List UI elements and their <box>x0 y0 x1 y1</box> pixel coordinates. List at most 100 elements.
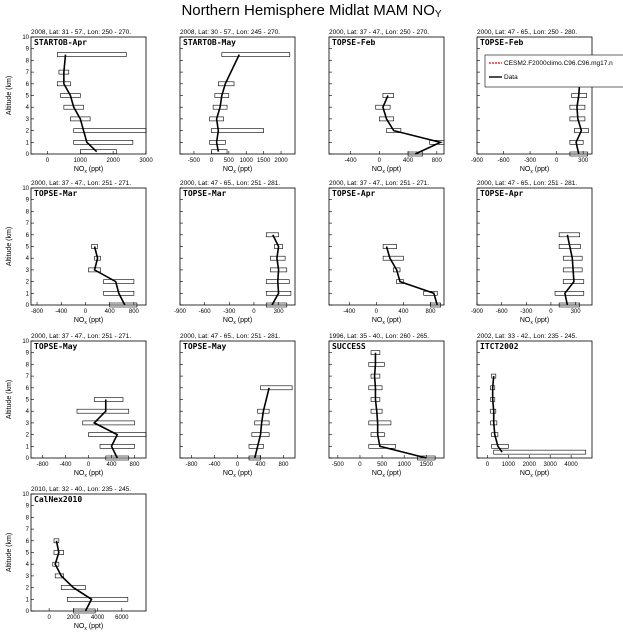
chart-panel: 2000, Lat: 37 - 47., Lon: 250 - 270. TOPS… <box>328 29 445 175</box>
y-tick-label: 4 <box>26 562 30 568</box>
y-tick-label: 10 <box>22 186 29 192</box>
y-tick-label: 1 <box>26 140 30 146</box>
x-tick-label: 0 <box>375 309 379 315</box>
panel-name: TOPSE-Mar <box>183 189 227 198</box>
error-box <box>382 244 397 249</box>
panel-header: 2000, Lat: 37 - 47., Lon: 251 - 271. <box>31 180 131 187</box>
panel-name: SUCCESS <box>332 342 366 351</box>
chart-panel: 2000, Lat: 47 - 65., Lon: 251 - 281. TOPS… <box>179 333 296 479</box>
x-tick-label: 1000 <box>240 158 254 164</box>
panel-header: 2000, Lat: 47 - 65., Lon: 251 - 281. <box>180 333 280 340</box>
y-tick-label: 6 <box>26 539 30 545</box>
x-axis-label: NOx (ppt) <box>74 166 103 175</box>
x-tick-label: -300 <box>223 309 236 315</box>
x-axis-label-main: NO <box>372 470 383 477</box>
data-series-line <box>92 399 119 459</box>
x-tick-label: -300 <box>520 309 533 315</box>
x-tick-label: -500 <box>332 462 345 468</box>
error-box <box>67 596 129 602</box>
x-axis-label: NOx (ppt) <box>520 317 549 326</box>
data-series-line <box>253 387 270 459</box>
x-axis-label-sub: x <box>530 169 533 175</box>
panel-header: 2000, Lat: 47 - 65., Lon: 251 - 281. <box>477 180 577 187</box>
data-series-line <box>385 246 439 306</box>
panel-name: STARTOB-Apr <box>34 38 87 47</box>
plot-frame <box>328 340 445 459</box>
plot-frame <box>476 340 593 459</box>
plot-frame <box>179 36 296 155</box>
plot-frame <box>30 493 147 612</box>
data-series-line <box>63 54 98 153</box>
data-series-line <box>564 234 575 306</box>
y-tick-label: 9 <box>26 198 30 204</box>
error-box <box>221 52 291 57</box>
y-tick-label: 6 <box>26 82 30 88</box>
x-axis-label-main: NO <box>372 317 383 324</box>
y-tick-label: 4 <box>26 105 30 111</box>
x-tick-label: -400 <box>59 462 72 468</box>
chart-panel: 2000, Lat: 47 - 65., Lon: 251 - 281. TOPS… <box>174 180 296 326</box>
y-tick-label: 0 <box>26 303 30 309</box>
x-axis-label-main: NO <box>520 166 531 173</box>
x-axis-label: NOx (ppt) <box>74 317 103 326</box>
panel-name: TOPSE-Apr <box>332 189 376 198</box>
y-tick-label: 6 <box>26 386 30 392</box>
panel-header: 2000, Lat: 47 - 65., Lon: 250 - 280. <box>477 29 577 36</box>
y-tick-label: 7 <box>26 527 30 533</box>
y-tick-label: 4 <box>26 256 30 262</box>
legend: CESM2.F2000climo.C96.C96.mg17.n Data <box>484 54 623 88</box>
x-axis-label-main: NO <box>520 317 531 324</box>
x-tick-label: 400 <box>255 462 266 468</box>
y-tick-label: 4 <box>26 409 30 415</box>
x-tick-label: -400 <box>345 158 358 164</box>
x-tick-label: 1000 <box>502 462 516 468</box>
x-tick-label: -400 <box>55 309 68 315</box>
y-tick-label: 8 <box>26 362 30 368</box>
x-tick-label: 0 <box>84 309 88 315</box>
y-tick-label: 2 <box>26 129 30 135</box>
x-tick-label: 0 <box>236 462 240 468</box>
y-tick-label: 10 <box>22 492 29 498</box>
y-tick-label: 2 <box>26 280 30 286</box>
x-tick-label: 2000 <box>67 615 81 621</box>
x-axis-label-unit: (ppt) <box>87 623 103 630</box>
panel-name: TOPSE-Mar <box>34 189 78 198</box>
x-axis-label: NOx (ppt) <box>372 317 401 326</box>
y-tick-label: 5 <box>26 551 30 557</box>
x-axis-label-sub: x <box>233 169 236 175</box>
y-tick-label: 8 <box>26 515 30 521</box>
x-axis-label-main: NO <box>223 166 234 173</box>
y-tick-label: 10 <box>22 35 29 41</box>
error-box <box>56 52 127 57</box>
legend-box <box>484 54 623 88</box>
x-axis-label-main: NO <box>520 470 531 477</box>
x-axis-label-unit: (ppt) <box>385 317 401 324</box>
x-axis-label-main: NO <box>74 166 85 173</box>
x-axis-label-main: NO <box>372 166 383 173</box>
x-tick-label: -500 <box>188 158 201 164</box>
x-axis-label-unit: (ppt) <box>236 470 252 477</box>
error-box <box>368 420 392 426</box>
plot-frame <box>328 36 445 155</box>
x-axis-label-unit: (ppt) <box>236 166 252 173</box>
y-tick-label: 7 <box>26 374 30 380</box>
data-series-line <box>382 95 443 155</box>
x-tick-label: 800 <box>278 462 289 468</box>
x-tick-label: 400 <box>105 309 116 315</box>
error-box <box>554 290 585 296</box>
error-box <box>73 140 134 145</box>
x-axis-label: NOx (ppt) <box>74 470 103 479</box>
x-tick-label: 500 <box>224 158 235 164</box>
y-tick-label: 10 <box>22 339 29 345</box>
x-axis-label-main: NO <box>74 317 85 324</box>
chart-panel: 1996, Lat: 35 - 40., Lon: 260 - 265. SUCC… <box>328 333 445 479</box>
error-box <box>211 128 264 133</box>
x-tick-label: 2000 <box>274 158 288 164</box>
error-box <box>99 443 135 449</box>
x-axis-label-unit: (ppt) <box>87 317 103 324</box>
chart-panel: 2008, Lat: 30 - 57., Lon: 245 - 270. STAR… <box>179 29 296 175</box>
x-tick-label: 300 <box>274 309 285 315</box>
data-series-line <box>575 83 583 155</box>
x-tick-label: 400 <box>403 158 414 164</box>
x-axis-label: NOx (ppt) <box>223 470 252 479</box>
